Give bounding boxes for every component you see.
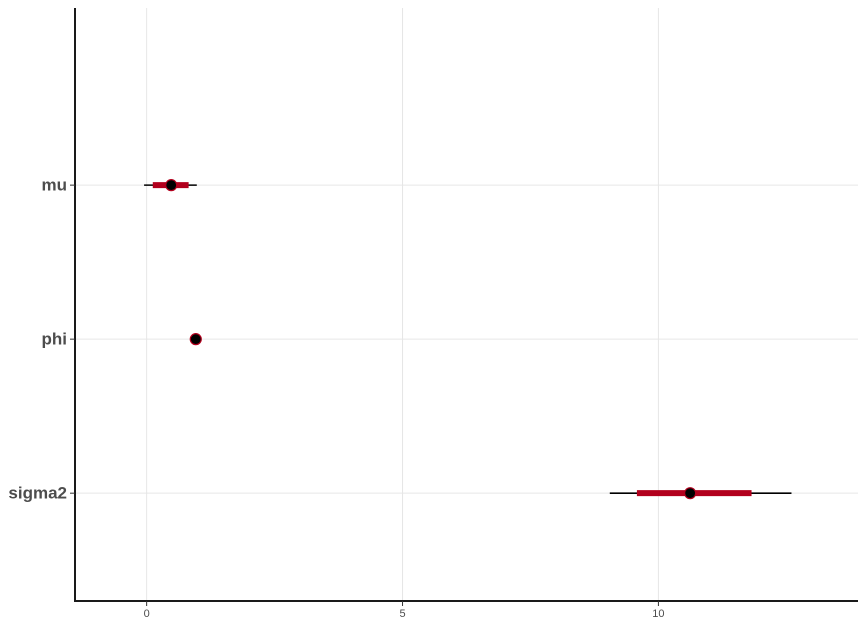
interval-marks <box>144 179 792 500</box>
y-axis-ticks: mu phi sigma2 <box>8 176 75 503</box>
x-axis-ticks: 0 5 10 <box>144 601 665 620</box>
y-tick-label-phi: phi <box>42 330 68 349</box>
x-tick-label: 5 <box>399 608 405 620</box>
y-tick-label-mu: mu <box>42 176 68 195</box>
grid-lines <box>75 8 858 601</box>
x-tick-label: 10 <box>652 608 664 620</box>
point-estimate-sigma2 <box>684 487 697 500</box>
point-estimate-mu <box>165 179 178 192</box>
point-estimate-phi <box>189 333 202 346</box>
y-tick-label-sigma2: sigma2 <box>8 484 67 503</box>
x-tick-label: 0 <box>144 608 150 620</box>
